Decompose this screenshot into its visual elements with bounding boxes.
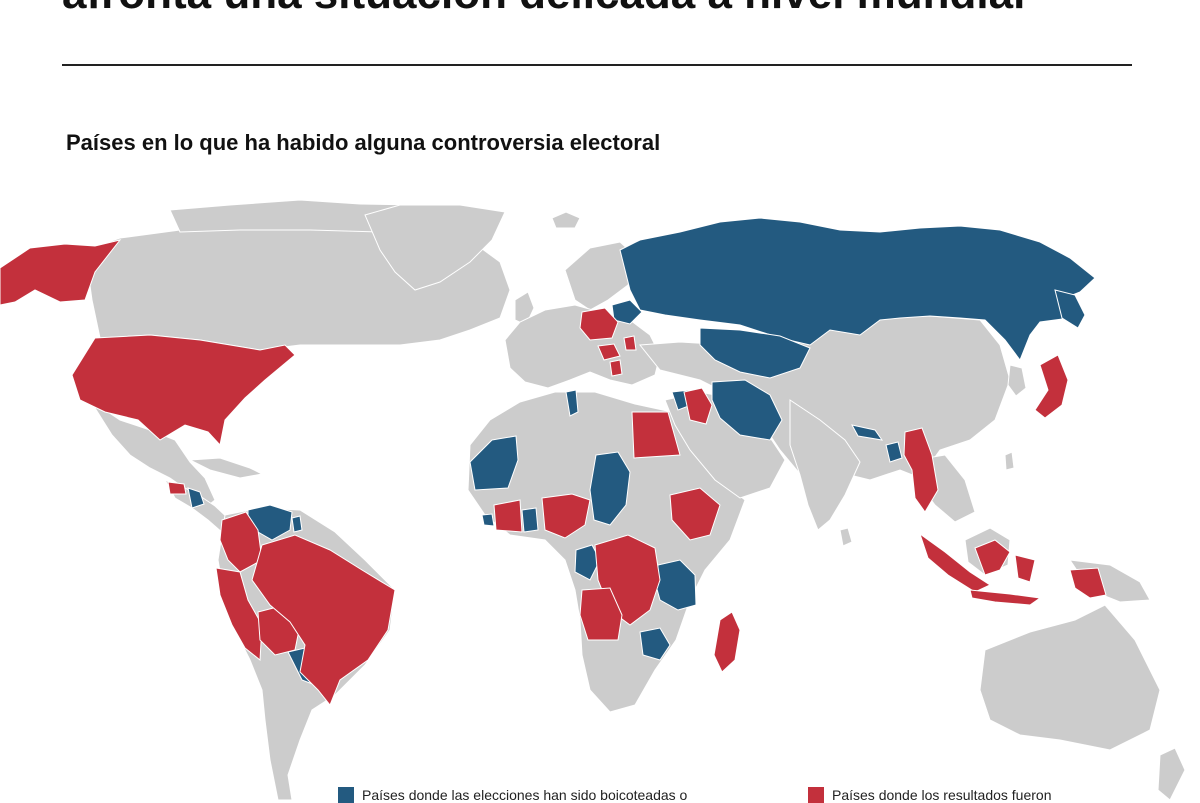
country-west-africa: [493, 499, 523, 533]
country-indonesia-sulawesi: [1014, 554, 1036, 583]
title-rule: [62, 64, 1132, 66]
country-iran: [711, 379, 783, 441]
country-colombia: [219, 511, 263, 573]
country-iraq: [683, 387, 713, 425]
country-madagascar: [713, 611, 741, 673]
country-zimbabwe: [639, 627, 671, 661]
map-title: Países en lo que ha habido alguna contro…: [66, 130, 661, 155]
land-new-zealand: [1157, 747, 1186, 800]
legend-label-disputed: Países donde los resultados fueron: [832, 787, 1052, 803]
country-angola: [579, 587, 623, 641]
land-layer: [84, 199, 1186, 800]
land-greenland: [364, 204, 506, 291]
land-caribbean: [188, 457, 264, 479]
country-indonesia-borneo: [974, 539, 1011, 576]
boycott-countries: [187, 217, 1096, 686]
land-uk: [514, 291, 535, 326]
country-ghana: [521, 507, 539, 533]
country-japan: [1034, 354, 1069, 419]
country-alaska: [0, 239, 122, 306]
country-poland: [579, 307, 619, 341]
country-indonesia-sumatra: [919, 532, 992, 593]
country-honduras: [167, 481, 187, 495]
country-tunisia: [565, 389, 579, 417]
country-chad: [589, 451, 631, 526]
country-usa: [71, 334, 296, 447]
country-nicaragua: [187, 487, 205, 509]
legend-swatch-blue: [338, 787, 354, 803]
country-egypt: [631, 411, 681, 459]
country-nepal: [851, 424, 884, 441]
land-australia: [979, 604, 1161, 751]
country-bangladesh: [885, 441, 903, 463]
land-sri-lanka: [839, 527, 853, 547]
country-ecuador-peru: [215, 567, 263, 661]
disputed-countries: [0, 239, 1107, 706]
country-kazakhstan: [699, 327, 811, 379]
land-taiwan: [1004, 451, 1015, 471]
headline: afronta una situación delicada a nivel m…: [62, 0, 1025, 16]
country-brazil: [251, 534, 396, 706]
legend-label-boycott: Países donde las elecciones han sido boi…: [362, 787, 688, 803]
country-liberia: [481, 513, 495, 527]
country-romania-area: [623, 335, 637, 351]
legend-boycott: Países donde las elecciones han sido boi…: [338, 787, 688, 803]
country-nigeria: [541, 493, 591, 539]
country-russia-east: [1054, 289, 1086, 329]
land-india: [789, 399, 861, 531]
country-ethiopia: [669, 487, 721, 541]
country-indonesia-papua: [1069, 567, 1107, 599]
legend-swatch-red: [808, 787, 824, 803]
country-mauritania: [469, 435, 519, 491]
country-serbia: [609, 359, 623, 377]
land-korea: [1007, 364, 1027, 397]
country-myanmar: [903, 427, 939, 513]
country-hungary: [597, 343, 621, 361]
legend-disputed: Países donde los resultados fueron: [808, 787, 1052, 803]
land-scandinavia: [564, 241, 641, 311]
country-cameroon: [574, 544, 601, 581]
country-guyana: [291, 515, 303, 533]
land-iceland: [551, 211, 581, 229]
country-indonesia-java: [969, 589, 1042, 606]
